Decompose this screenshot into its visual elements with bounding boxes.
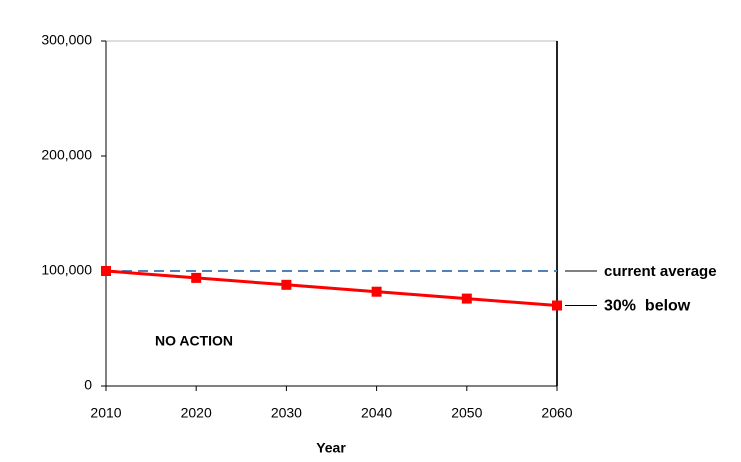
marker	[281, 279, 292, 290]
series-label: current average	[604, 263, 717, 280]
x-tick-label: 2010	[90, 405, 121, 421]
x-tick-label: 2060	[541, 405, 572, 421]
x-axis-title: Year	[316, 440, 346, 456]
x-tick-label: 2040	[361, 405, 392, 421]
annotation: NO ACTION	[155, 333, 233, 349]
series-label: 30% below	[604, 298, 691, 315]
x-tick-label: 2020	[181, 405, 212, 421]
y-tick-label: 100,000	[41, 262, 92, 278]
y-tick-label: 0	[84, 377, 92, 393]
marker	[461, 293, 472, 304]
x-tick-label: 2030	[271, 405, 302, 421]
marker	[552, 300, 562, 311]
x-tick-label: 2050	[451, 405, 482, 421]
marker	[371, 286, 382, 297]
y-tick-label: 300,000	[41, 32, 92, 48]
marker	[191, 272, 202, 283]
y-tick-label: 200,000	[41, 147, 92, 163]
marker	[101, 266, 111, 276]
series-line	[105, 269, 558, 307]
